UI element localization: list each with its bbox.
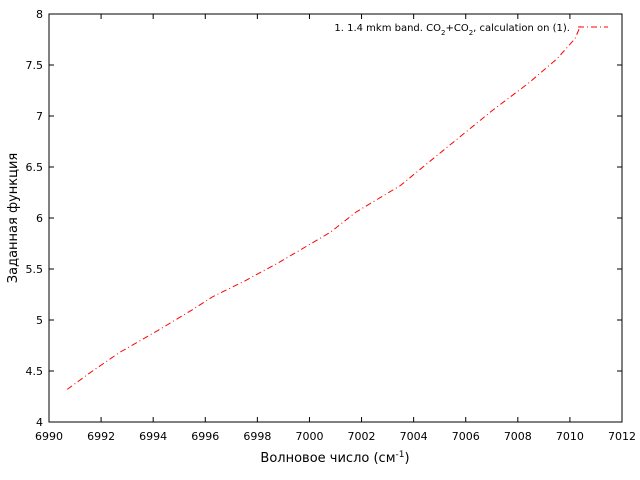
series-line-1 <box>66 26 581 390</box>
y-tick-label: 6.5 <box>26 161 44 174</box>
x-tick-label: 6992 <box>87 430 115 443</box>
y-tick-label: 8 <box>36 8 43 21</box>
legend: 1. 1.4 mkm band. CO2+CO2, calculation on… <box>334 23 608 37</box>
x-axis-title: Волновое число (см-1) <box>260 450 409 466</box>
y-axis-ticks: 4 4.5 5 5.5 6 6.5 7 7.5 8 <box>26 8 622 429</box>
x-tick-label: 7006 <box>452 430 480 443</box>
x-tick-label: 6990 <box>35 430 63 443</box>
y-tick-label: 5 <box>36 314 43 327</box>
x-axis-ticks: 6990 6992 6994 6996 6998 7000 7002 7004 7006 7008… <box>35 14 636 443</box>
y-tick-label: 4.5 <box>26 365 44 378</box>
plot-frame <box>48 13 623 423</box>
x-tick-label: 6996 <box>191 430 219 443</box>
y-tick-label: 4 <box>36 416 43 429</box>
y-tick-label: 7 <box>36 110 43 123</box>
x-tick-label: 7002 <box>348 430 376 443</box>
x-tick-label: 7000 <box>295 430 323 443</box>
x-tick-label: 7010 <box>556 430 584 443</box>
x-tick-label: 7008 <box>504 430 532 443</box>
x-tick-label: 7012 <box>608 430 636 443</box>
y-axis-title: Заданная функция <box>6 153 21 283</box>
series-layer <box>66 26 581 390</box>
y-tick-label: 7.5 <box>26 59 44 72</box>
y-tick-label: 6 <box>36 212 43 225</box>
x-tick-label: 6994 <box>139 430 167 443</box>
legend-entry-label: 1. 1.4 mkm band. CO2+CO2, calculation on… <box>334 23 570 37</box>
x-tick-label: 7004 <box>400 430 428 443</box>
y-tick-label: 5.5 <box>26 263 44 276</box>
x-tick-label: 6998 <box>243 430 271 443</box>
